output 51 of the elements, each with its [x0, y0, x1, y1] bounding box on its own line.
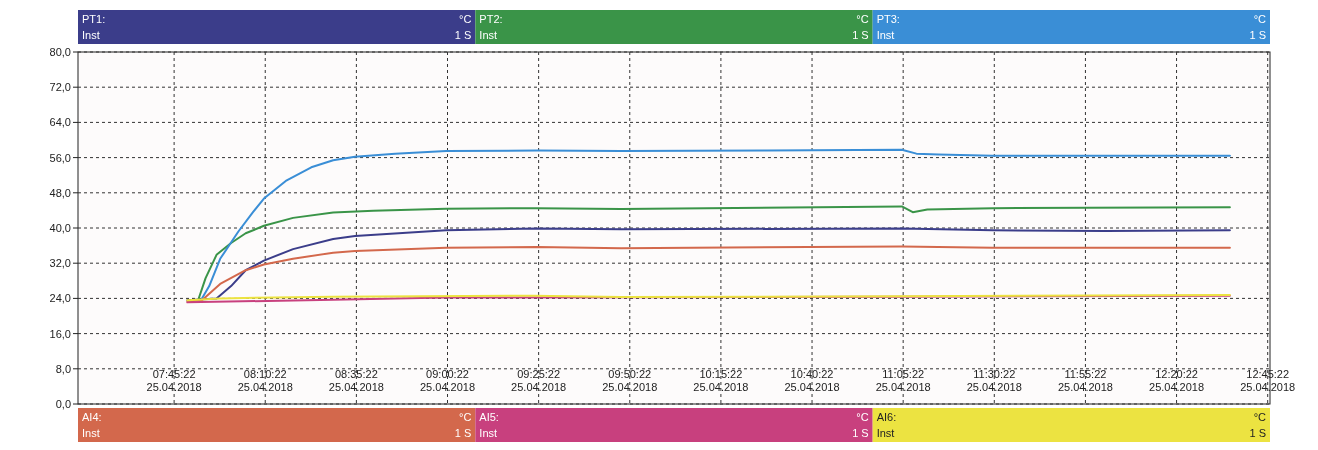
- text: Inst: [479, 427, 498, 439]
- x-tick-label: 10:40:22 25.04.2018: [784, 368, 840, 393]
- text: 1 S: [454, 427, 472, 439]
- text: Inst: [876, 427, 895, 439]
- text: Inst: [479, 29, 498, 41]
- y-tick-label: 8,0: [55, 362, 71, 375]
- y-tick-label: 80,0: [49, 46, 71, 58]
- y-tick-label: 48,0: [49, 186, 71, 199]
- y-tick-label: 32,0: [49, 257, 71, 270]
- text: PT3:: [876, 13, 900, 25]
- y-tick-label: 40,0: [49, 222, 71, 234]
- text: 1 S: [852, 427, 869, 439]
- text: 1 S: [852, 29, 869, 41]
- text: AI5:: [479, 411, 499, 423]
- line-series: [200, 148, 1231, 300]
- x-tick-label: 08:10:22 25.04.2018: [237, 368, 293, 393]
- y-tick-label: 56,0: [49, 151, 71, 164]
- x-tick-label: 09:50:22 25.04.2018: [602, 368, 658, 393]
- text: Inst: [82, 427, 100, 439]
- x-tick-label: 09:25:22 25.04.2018: [511, 368, 567, 393]
- x-tick-label: 11:05:22 25.04.2018: [875, 368, 931, 393]
- x-tick-label: 10:15:22 25.04.2018: [693, 368, 749, 393]
- x-tick-label: 12:20:22 25.04.2018: [1149, 368, 1205, 393]
- text: 1 S: [1249, 427, 1266, 439]
- line-series: [197, 205, 1231, 301]
- text: AI6:: [876, 411, 897, 423]
- y-tick-label: 0,0: [55, 398, 71, 410]
- x-tick-label: 09:00:22 25.04.2018: [419, 368, 476, 393]
- y-tick-label: 72,0: [49, 81, 71, 94]
- y-tick-label: 24,0: [49, 292, 71, 305]
- x-tick-label: 11:30:22 25.04.2018: [966, 368, 1022, 393]
- text: PT2:: [479, 13, 503, 25]
- text: °C: [458, 13, 472, 25]
- text: °C: [1253, 411, 1266, 423]
- text: °C: [856, 411, 869, 423]
- text: AI4:: [82, 411, 102, 423]
- text: 1 S: [1249, 29, 1266, 41]
- y-tick-label: 64,0: [49, 116, 71, 129]
- y-tick-label: 16,0: [49, 327, 71, 340]
- text: Inst: [876, 29, 895, 41]
- text: °C: [1253, 13, 1266, 25]
- x-tick-label: 11:55:22 25.04.2018: [1057, 368, 1113, 393]
- x-tick-label: 08:35:22 25.04.2018: [328, 368, 384, 393]
- text: 1 S: [454, 29, 472, 41]
- text: PT1:: [82, 13, 106, 25]
- text: °C: [458, 411, 472, 423]
- x-tick-label: 12:45:22 25.04.2018: [1240, 368, 1296, 393]
- x-tick-label: 07:45:22 25.04.2018: [146, 368, 202, 393]
- line-series: [186, 245, 1231, 303]
- text: Inst: [82, 29, 100, 41]
- text: °C: [856, 13, 869, 25]
